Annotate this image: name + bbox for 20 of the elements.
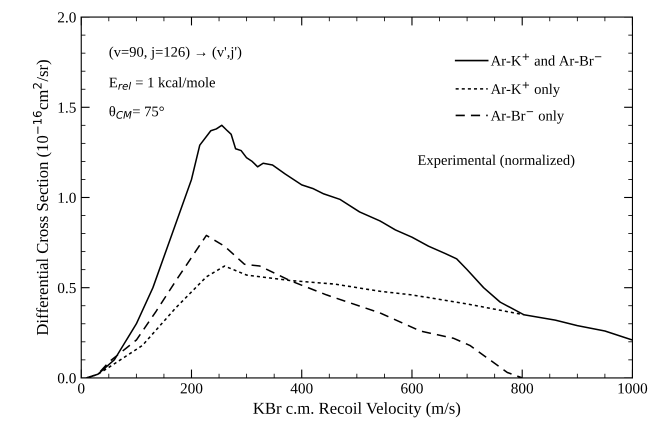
y-tick-label: 0.0 xyxy=(58,373,76,384)
legend-label: Ar-K$^{+}$ and Ar-Br$^{−}$ xyxy=(490,54,602,66)
legend-label: Ar-Br$^{−}$ only xyxy=(490,110,564,124)
x-tick-label: 600 xyxy=(401,383,423,394)
y-tick-label: 1.0 xyxy=(58,192,76,204)
legend-label: Ar-K$^{+}$ only xyxy=(490,82,560,98)
y-axis-title: Differential Cross Section (10$^{−16}$cm$^{2}$/sr) xyxy=(32,60,52,336)
y-tick-label: 1.5 xyxy=(58,102,76,113)
y-tick-label: 0.5 xyxy=(58,282,76,294)
x-tick-label: 400 xyxy=(290,383,313,394)
annotation: (v=90, j=126) → (v',j') xyxy=(109,46,242,60)
x-tick-label: 200 xyxy=(180,383,202,394)
y-tick-label: 2.0 xyxy=(58,12,76,23)
annotation: θ$_{CM}$= 75° xyxy=(109,106,164,119)
x-tick-label: 1000 xyxy=(618,383,648,394)
x-tick-label: 0 xyxy=(78,383,84,394)
annotation: Experimental (normalized) xyxy=(418,154,574,168)
x-axis-title: KBr c.m. Recoil Velocity (m/s) xyxy=(253,402,460,418)
annotation: E$_{rel}$ = 1 kcal/mole xyxy=(109,77,216,90)
x-tick-label: 800 xyxy=(511,383,534,394)
